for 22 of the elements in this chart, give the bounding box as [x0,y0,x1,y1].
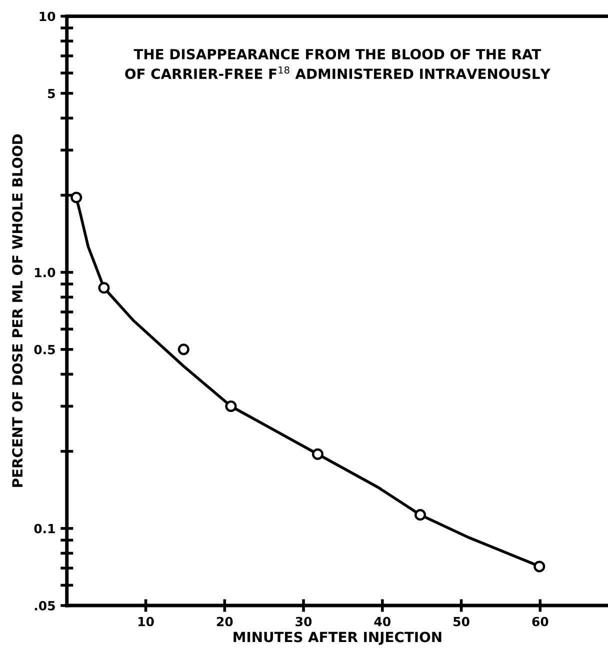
x-tick-label: 10 [138,616,154,626]
text: THE DISAPPEARANCE FROM THE BLOOD OF THE RAT OF CARRIER-FREE F$^{18}$ ADMINISTERED INTRAVENOUSLY [125,48,550,80]
y-tick-label: 1.0 [35,268,56,278]
y-tick-label: 0.1 [34,524,55,534]
point [178,344,190,356]
x-tick-label: 30 [296,616,312,626]
point [98,282,110,294]
y-tick-label: .05 [34,600,55,610]
point [225,400,237,412]
x-tick-label: 50 [454,616,470,626]
point [414,509,426,521]
x-axis-title: MINUTES AFTER INJECTION [234,632,442,645]
y-axis-title: PERCENT OF DOSE PER ML OF WHOLE BLOOD [12,134,23,487]
y-tick-label: 10 [40,12,56,22]
point [534,560,546,572]
y-tick-label: 0.5 [34,344,55,354]
x-tick-label: 20 [216,616,233,626]
x-tick-label: 40 [374,616,390,626]
y-tick-label: 5 [48,88,55,98]
x-tick-label: 60 [532,616,548,626]
point [70,192,82,204]
point [312,448,324,460]
